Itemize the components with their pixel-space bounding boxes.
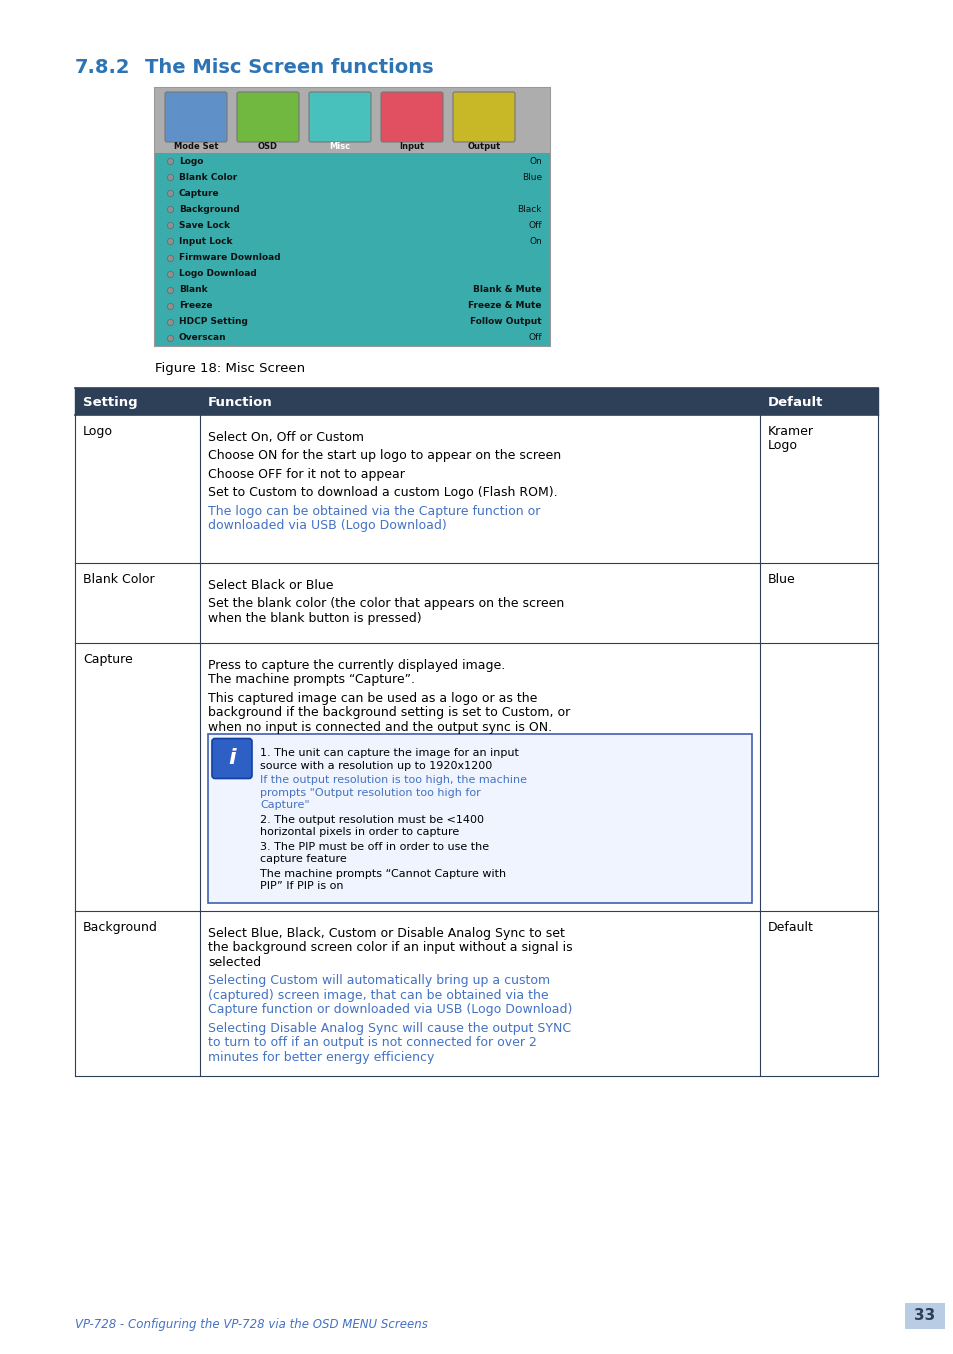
Text: 7.8.2: 7.8.2 bbox=[75, 58, 131, 77]
Text: HDCP Setting: HDCP Setting bbox=[179, 317, 248, 326]
Text: VP-728 - Configuring the VP-728 via the OSD MENU Screens: VP-728 - Configuring the VP-728 via the … bbox=[75, 1317, 428, 1331]
FancyBboxPatch shape bbox=[309, 92, 371, 142]
Text: Logo: Logo bbox=[179, 157, 203, 165]
Text: Misc: Misc bbox=[329, 142, 350, 152]
Text: 2. The output resolution must be <1400: 2. The output resolution must be <1400 bbox=[260, 815, 483, 825]
Text: Default: Default bbox=[767, 395, 822, 409]
Bar bbox=[904, 1303, 944, 1330]
Text: Blank Color: Blank Color bbox=[179, 172, 237, 181]
Text: Setting: Setting bbox=[83, 395, 137, 409]
Text: the background screen color if an input without a signal is: the background screen color if an input … bbox=[208, 941, 572, 955]
Text: Save Lock: Save Lock bbox=[179, 221, 230, 230]
Text: when no input is connected and the output sync is ON.: when no input is connected and the outpu… bbox=[208, 720, 552, 734]
Text: downloaded via USB (Logo Download): downloaded via USB (Logo Download) bbox=[208, 519, 446, 532]
Text: Freeze & Mute: Freeze & Mute bbox=[468, 302, 541, 310]
Bar bbox=[247, 110, 289, 131]
Text: Select Blue, Black, Custom or Disable Analog Sync to set: Select Blue, Black, Custom or Disable An… bbox=[208, 926, 564, 940]
Text: Background: Background bbox=[83, 921, 157, 934]
Bar bbox=[154, 88, 550, 153]
Text: The machine prompts “Cannot Capture with: The machine prompts “Cannot Capture with bbox=[260, 869, 506, 879]
Bar bbox=[462, 110, 504, 131]
Text: Follow Output: Follow Output bbox=[470, 317, 541, 326]
Text: 33: 33 bbox=[913, 1308, 935, 1323]
Text: Mode Set: Mode Set bbox=[173, 142, 218, 152]
Text: minutes for better energy efficiency: minutes for better energy efficiency bbox=[208, 1051, 434, 1064]
Text: On: On bbox=[529, 237, 541, 246]
Text: Selecting Custom will automatically bring up a custom: Selecting Custom will automatically brin… bbox=[208, 974, 550, 987]
Text: Select Black or Blue: Select Black or Blue bbox=[208, 578, 334, 592]
Text: prompts "Output resolution too high for: prompts "Output resolution too high for bbox=[260, 788, 480, 798]
Text: Background: Background bbox=[179, 204, 239, 214]
Text: to turn to off if an output is not connected for over 2: to turn to off if an output is not conne… bbox=[208, 1036, 537, 1049]
Text: Off: Off bbox=[528, 221, 541, 230]
FancyBboxPatch shape bbox=[212, 738, 252, 779]
Text: Choose ON for the start up logo to appear on the screen: Choose ON for the start up logo to appea… bbox=[208, 450, 560, 462]
Text: Firmware Download: Firmware Download bbox=[179, 253, 280, 263]
Text: If the output resolution is too high, the machine: If the output resolution is too high, th… bbox=[260, 774, 526, 785]
Text: This captured image can be used as a logo or as the: This captured image can be used as a log… bbox=[208, 692, 537, 704]
Text: Input: Input bbox=[399, 142, 424, 152]
Bar bbox=[75, 389, 877, 414]
Text: On: On bbox=[529, 157, 541, 165]
Text: Blank Color: Blank Color bbox=[83, 573, 154, 586]
FancyBboxPatch shape bbox=[380, 92, 442, 142]
Text: Capture: Capture bbox=[179, 188, 219, 198]
Bar bbox=[154, 153, 550, 347]
Text: (captured) screen image, that can be obtained via the: (captured) screen image, that can be obt… bbox=[208, 988, 548, 1002]
FancyBboxPatch shape bbox=[453, 92, 515, 142]
FancyBboxPatch shape bbox=[165, 92, 227, 142]
Text: Output: Output bbox=[467, 142, 500, 152]
Text: Blank & Mute: Blank & Mute bbox=[473, 286, 541, 294]
Text: Logo: Logo bbox=[767, 440, 797, 452]
Bar bbox=[75, 563, 877, 643]
Bar bbox=[318, 110, 360, 131]
Text: background if the background setting is set to Custom, or: background if the background setting is … bbox=[208, 707, 570, 719]
Bar bbox=[75, 911, 877, 1076]
Text: Capture": Capture" bbox=[260, 800, 310, 810]
Text: Blank: Blank bbox=[179, 286, 208, 294]
Text: Logo Download: Logo Download bbox=[179, 269, 256, 278]
Text: capture feature: capture feature bbox=[260, 854, 346, 864]
Text: Kramer: Kramer bbox=[767, 425, 813, 437]
Text: 3. The PIP must be off in order to use the: 3. The PIP must be off in order to use t… bbox=[260, 842, 489, 852]
Text: Overscan: Overscan bbox=[179, 333, 227, 343]
Text: 1. The unit can capture the image for an input: 1. The unit can capture the image for an… bbox=[260, 749, 518, 758]
Bar bbox=[174, 110, 216, 131]
Bar bbox=[208, 734, 751, 903]
Text: Choose OFF for it not to appear: Choose OFF for it not to appear bbox=[208, 467, 404, 481]
Text: Freeze: Freeze bbox=[179, 302, 213, 310]
Text: Capture: Capture bbox=[83, 653, 132, 666]
Text: Blue: Blue bbox=[521, 172, 541, 181]
Bar bbox=[75, 643, 877, 911]
Text: Off: Off bbox=[528, 333, 541, 343]
Text: Capture function or downloaded via USB (Logo Download): Capture function or downloaded via USB (… bbox=[208, 1003, 572, 1016]
Text: Press to capture the currently displayed image.: Press to capture the currently displayed… bbox=[208, 658, 505, 672]
Bar bbox=[154, 88, 550, 347]
Text: The Misc Screen functions: The Misc Screen functions bbox=[145, 58, 434, 77]
Text: Default: Default bbox=[767, 921, 813, 934]
FancyBboxPatch shape bbox=[236, 92, 298, 142]
Text: selected: selected bbox=[208, 956, 261, 968]
Text: Black: Black bbox=[517, 204, 541, 214]
Text: when the blank button is pressed): when the blank button is pressed) bbox=[208, 612, 421, 624]
Text: Input Lock: Input Lock bbox=[179, 237, 233, 246]
Text: Select On, Off or Custom: Select On, Off or Custom bbox=[208, 431, 364, 444]
Text: The machine prompts “Capture”.: The machine prompts “Capture”. bbox=[208, 673, 415, 686]
Text: PIP” If PIP is on: PIP” If PIP is on bbox=[260, 881, 343, 891]
Bar bbox=[75, 414, 877, 563]
Text: Logo: Logo bbox=[83, 425, 112, 437]
Text: source with a resolution up to 1920x1200: source with a resolution up to 1920x1200 bbox=[260, 761, 492, 770]
Text: Set the blank color (the color that appears on the screen: Set the blank color (the color that appe… bbox=[208, 597, 563, 611]
Text: i: i bbox=[228, 749, 235, 769]
Text: The logo can be obtained via the Capture function or: The logo can be obtained via the Capture… bbox=[208, 505, 539, 517]
Text: Figure 18: Misc Screen: Figure 18: Misc Screen bbox=[154, 362, 305, 375]
Text: OSD: OSD bbox=[257, 142, 277, 152]
Text: horizontal pixels in order to capture: horizontal pixels in order to capture bbox=[260, 827, 458, 837]
Text: Selecting Disable Analog Sync will cause the output SYNC: Selecting Disable Analog Sync will cause… bbox=[208, 1022, 571, 1034]
Text: Blue: Blue bbox=[767, 573, 795, 586]
Text: Function: Function bbox=[208, 395, 273, 409]
Bar bbox=[391, 110, 433, 131]
Text: Set to Custom to download a custom Logo (Flash ROM).: Set to Custom to download a custom Logo … bbox=[208, 486, 558, 500]
